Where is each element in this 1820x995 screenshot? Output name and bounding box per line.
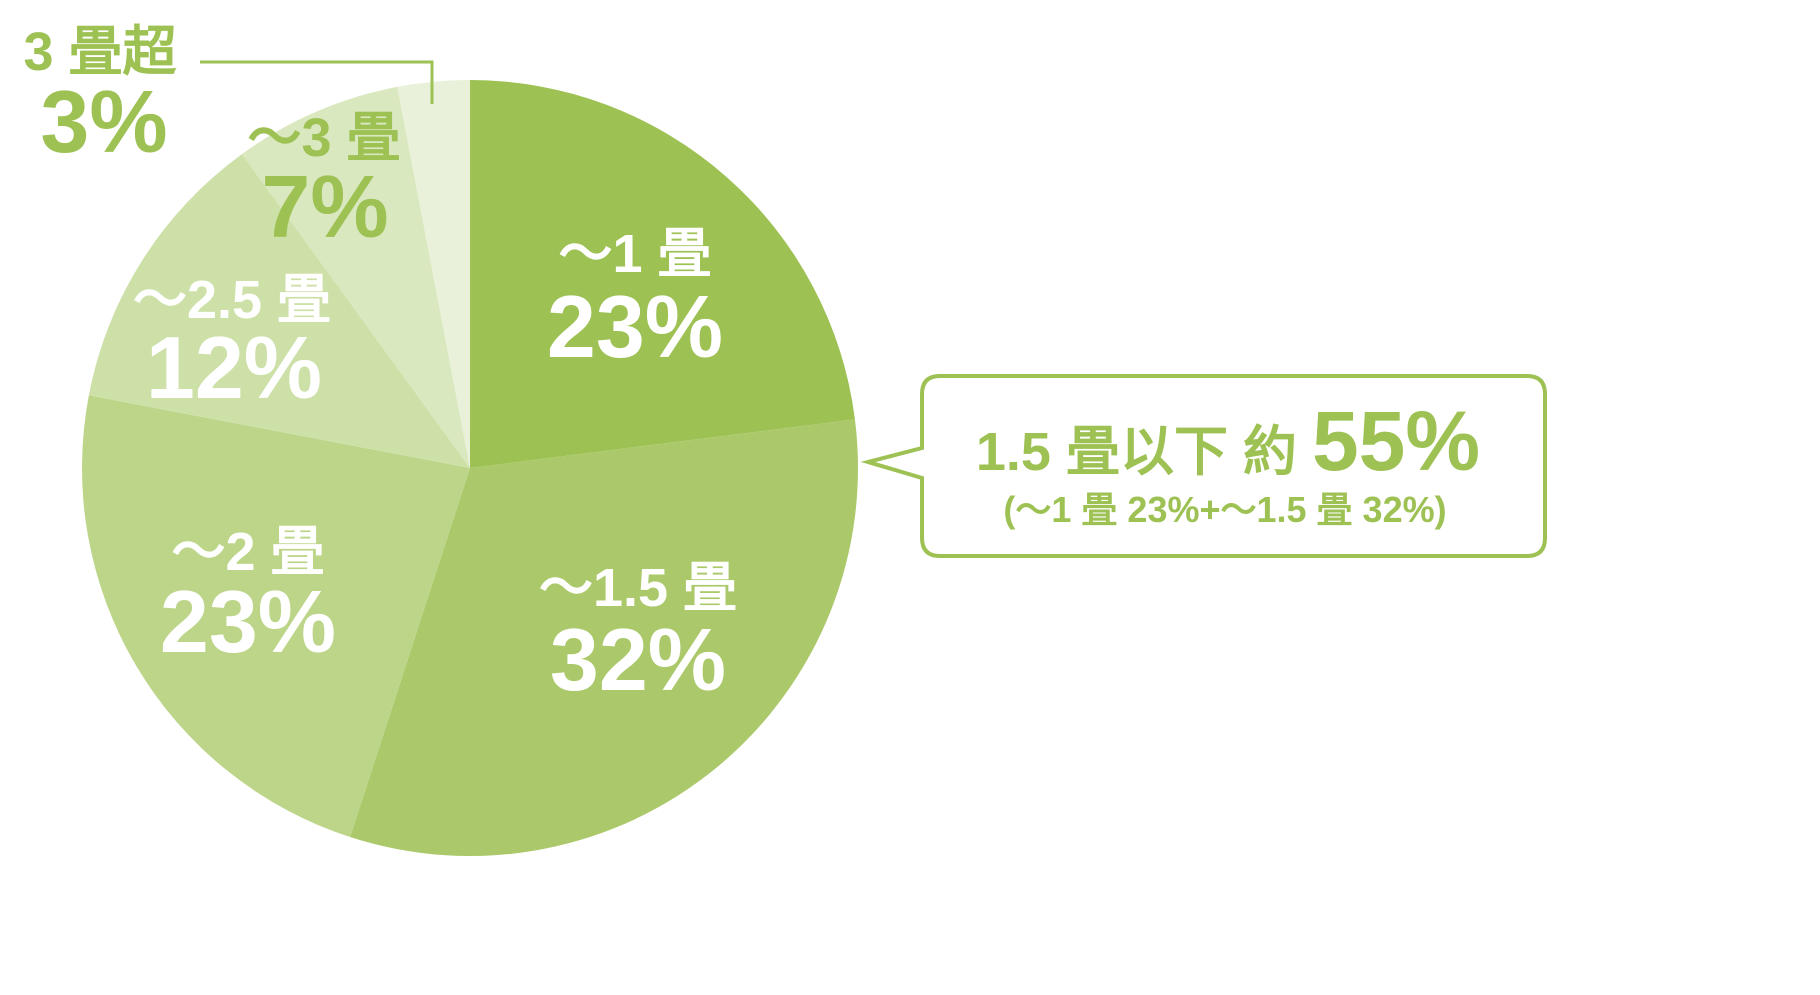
- pie-slice: [350, 419, 858, 856]
- pie-slice: [81, 395, 470, 838]
- slice-value-label: 7%: [261, 157, 388, 256]
- slice-category-label: ～1.5 畳: [539, 558, 737, 618]
- slice-category-label: 3 畳超: [23, 22, 177, 82]
- slice-value-label: 23%: [160, 572, 336, 671]
- slice-value-label: 32%: [550, 610, 726, 709]
- slice-category-label: ～2 畳: [171, 522, 324, 582]
- slice-value-label: 12%: [146, 318, 322, 417]
- callout-sub: (～1 畳 23%+～1.5 畳 32%): [1003, 489, 1446, 530]
- pie-slice: [470, 80, 855, 468]
- slice-value-label: 3%: [40, 72, 167, 171]
- leader-line-3jo-over: [200, 60, 434, 104]
- slice-category-label: ～2.5 畳: [133, 270, 331, 330]
- slice-category-label: ～3 畳: [247, 108, 400, 168]
- pie-slices: [81, 80, 858, 856]
- callout-box: [860, 374, 1547, 558]
- pie-slice: [241, 86, 470, 468]
- summary-callout: 1.5 畳以下 約 55% (～1 畳 23%+～1.5 畳 32%): [860, 374, 1547, 558]
- slice-category-label: ～1 畳: [558, 224, 711, 284]
- callout-main: 1.5 畳以下 約 55%: [976, 394, 1480, 488]
- callout-main-value: 55%: [1312, 394, 1480, 488]
- callout-main-prefix: 1.5 畳以下 約: [976, 422, 1312, 482]
- slice-value-label: 23%: [547, 277, 723, 376]
- slice-labels: ～1 畳23%～1.5 畳32%～2 畳23%～2.5 畳12%～3 畳7%3 …: [23, 22, 737, 709]
- pie-slice: [88, 154, 470, 468]
- pie-slice: [397, 80, 470, 468]
